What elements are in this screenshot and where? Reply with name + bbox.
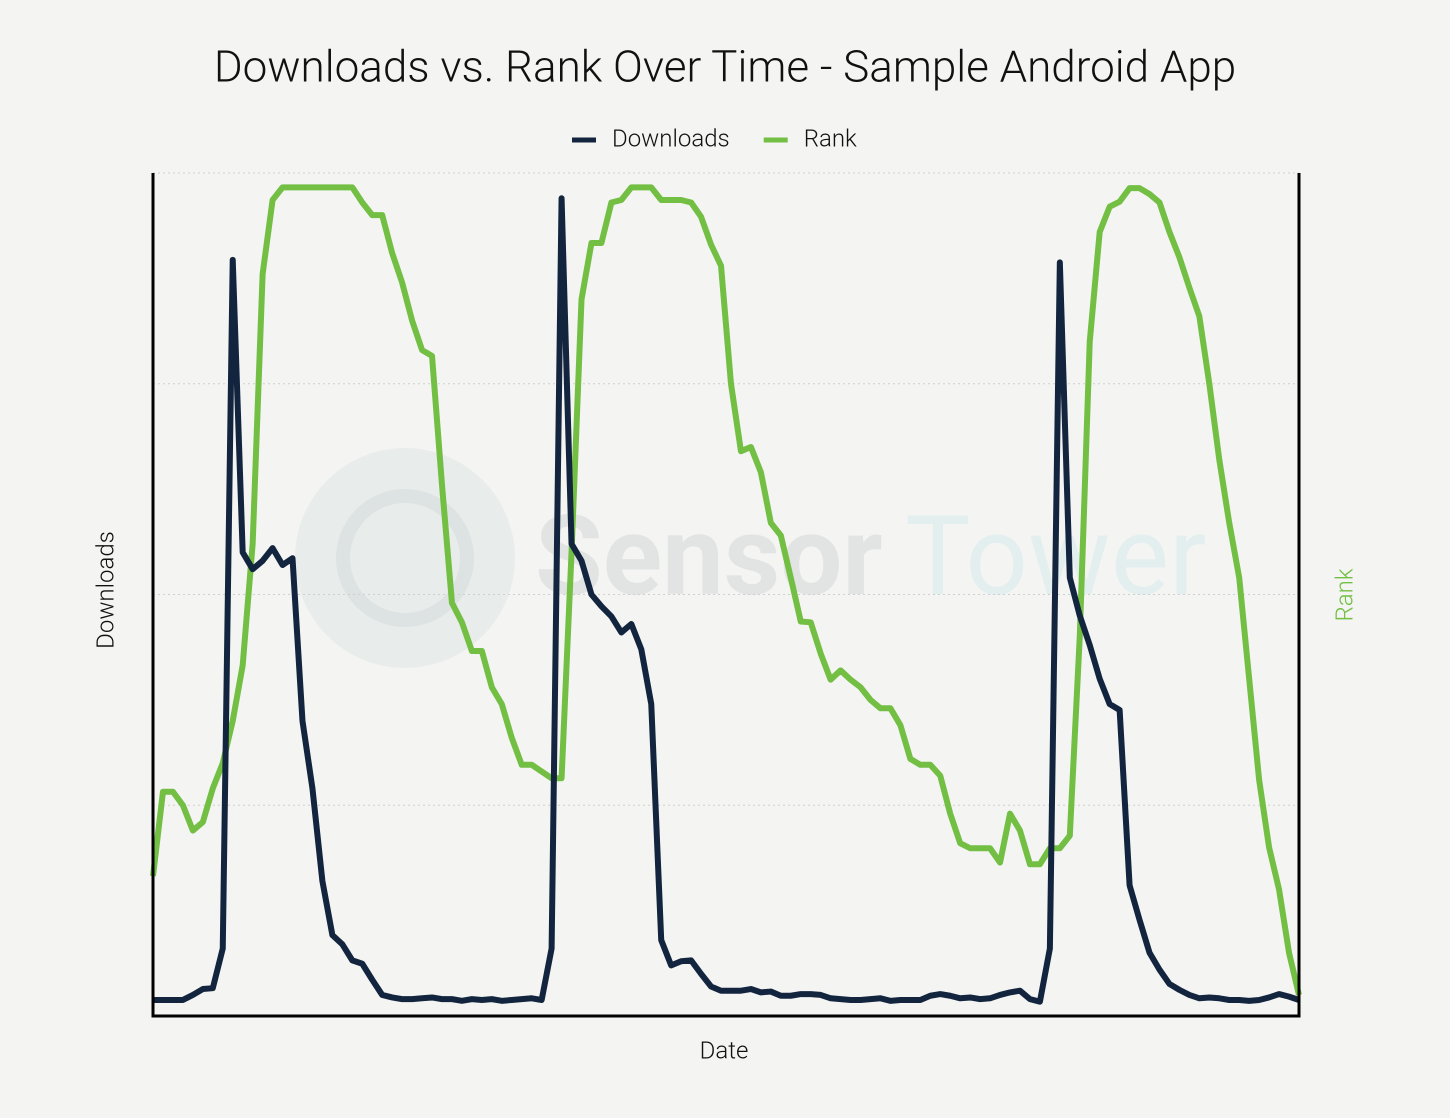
watermark-text: Sensor	[535, 492, 883, 621]
data-line	[153, 195, 1300, 1005]
chart-title: Downloads vs. Rank Over Time - Sample An…	[214, 41, 1236, 93]
data-line	[150, 184, 1302, 996]
x-axis-title: Date	[700, 1036, 749, 1064]
legend-label: Rank	[804, 124, 857, 152]
watermark-logo	[295, 448, 515, 668]
watermark-logo-ring	[336, 489, 474, 627]
legend-label: Downloads	[612, 124, 730, 152]
y-axis-title: Downloads	[91, 531, 119, 649]
y2-axis-title: Rank	[1330, 568, 1358, 621]
